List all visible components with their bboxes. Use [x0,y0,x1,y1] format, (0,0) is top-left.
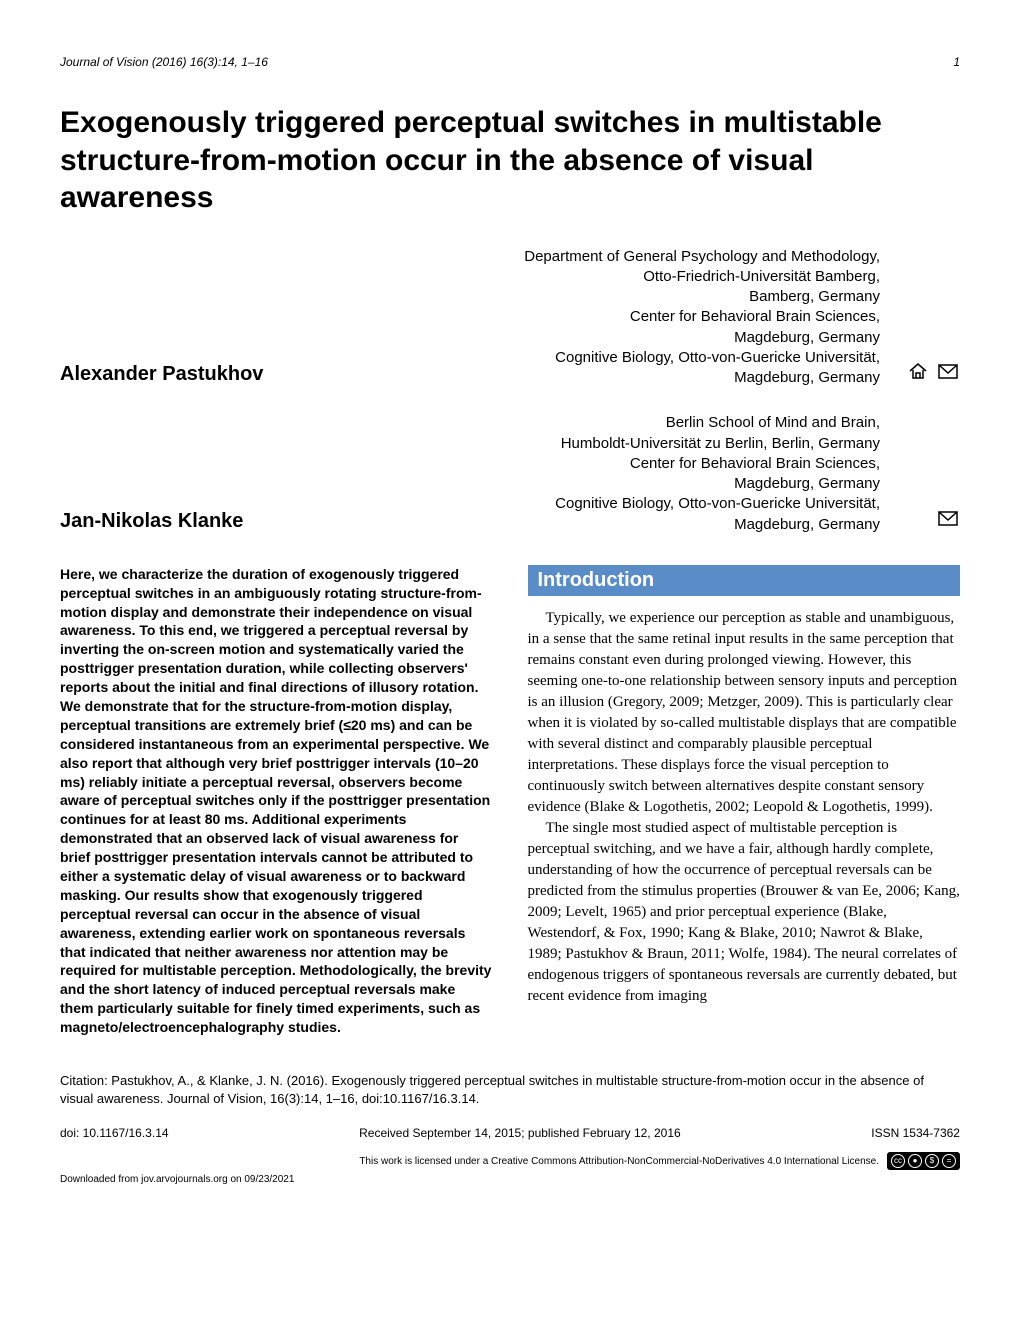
journal-citation: Journal of Vision (2016) 16(3):14, 1–16 [60,55,268,69]
author-affiliations: Department of General Psychology and Met… [320,247,880,389]
nd-icon: = [942,1154,956,1168]
section-heading-introduction: Introduction [528,565,961,596]
license-row: This work is licensed under a Creative C… [60,1152,960,1170]
download-source: Downloaded from jov.arvojournals.org on … [60,1174,960,1185]
author-block: Alexander PastukhovDepartment of General… [60,247,960,389]
introduction-body: Typically, we experience our perception … [528,608,961,1007]
intro-paragraph: Typically, we experience our perception … [528,608,961,818]
publication-dates: Received September 14, 2015; published F… [359,1126,681,1140]
page-number: 1 [953,55,960,69]
nc-icon: $ [925,1154,939,1168]
author-affiliations: Berlin School of Mind and Brain,Humboldt… [320,413,880,535]
running-header: Journal of Vision (2016) 16(3):14, 1–16 … [60,55,960,69]
author-name: Alexander Pastukhov [60,363,320,388]
article-title: Exogenously triggered perceptual switche… [60,104,960,217]
home-icon[interactable] [906,361,930,386]
intro-paragraph: The single most studied aspect of multis… [528,818,961,1007]
issn: ISSN 1534-7362 [871,1126,960,1140]
cc-license-badge: cc ● $ = [887,1152,960,1170]
doi: doi: 10.1167/16.3.14 [60,1126,169,1140]
license-text: This work is licensed under a Creative C… [359,1156,879,1167]
author-name: Jan-Nikolas Klanke [60,510,320,535]
citation-text: Citation: Pastukhov, A., & Klanke, J. N.… [60,1072,960,1108]
mail-icon[interactable] [936,508,960,533]
author-block: Jan-Nikolas KlankeBerlin School of Mind … [60,413,960,535]
by-icon: ● [908,1154,922,1168]
mail-icon[interactable] [936,361,960,386]
author-contact-icons [880,361,960,388]
cc-icon: cc [891,1154,905,1168]
footer-metadata: doi: 10.1167/16.3.14 Received September … [60,1126,960,1140]
abstract-text: Here, we characterize the duration of ex… [60,565,493,1037]
author-contact-icons [880,508,960,535]
